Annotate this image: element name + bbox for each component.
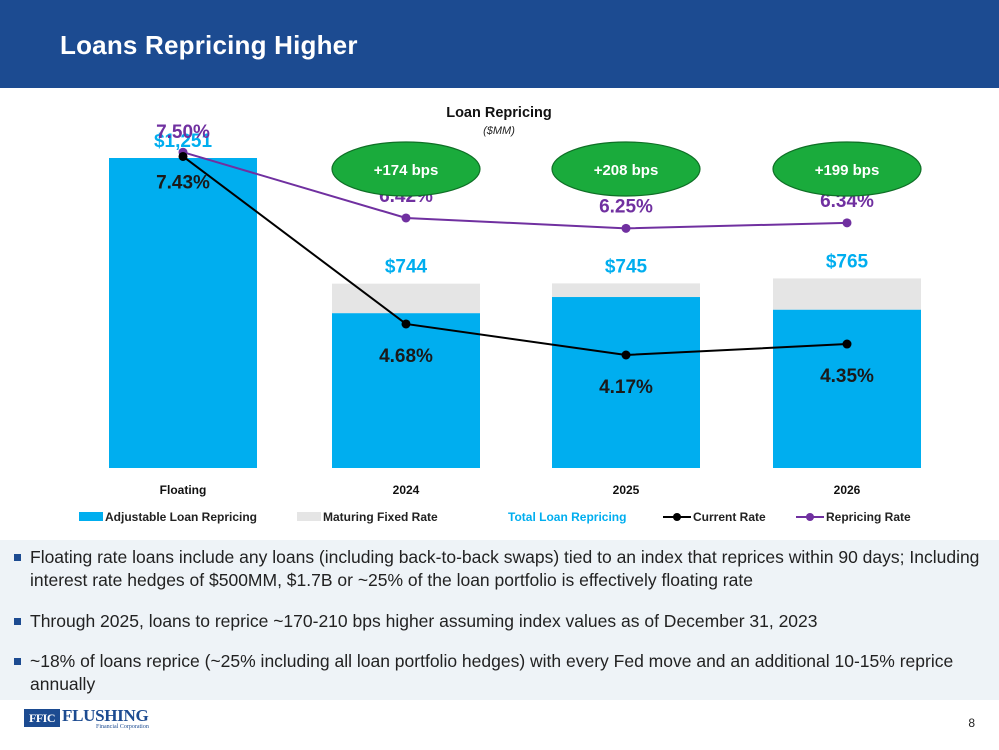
page-title: Loans Repricing Higher <box>60 30 358 60</box>
bar-adjustable <box>332 313 480 468</box>
bps-badge-label: +199 bps <box>815 162 880 179</box>
header-banner: Loans Repricing Higher <box>0 0 999 88</box>
legend-point-swatch <box>806 513 814 521</box>
repricing-rate-label: 7.50% <box>156 122 210 143</box>
bar-maturing-fixed <box>552 283 700 298</box>
bullet-square-icon <box>14 658 21 665</box>
bar-maturing-fixed <box>773 278 921 310</box>
current-rate-point <box>842 339 852 349</box>
bullet-list: Floating rate loans include any loans (i… <box>0 540 999 700</box>
page-number: 8 <box>968 716 975 730</box>
legend-swatch <box>79 512 103 521</box>
bps-badge <box>551 141 701 197</box>
chart-canvas: Loan Repricing ($MM) $1,251 Floating $744 202… <box>79 105 922 524</box>
legend-label: Adjustable Loan Repricing <box>105 510 257 524</box>
bps-badge <box>772 141 922 197</box>
category-label: Floating <box>160 483 207 497</box>
repricing-rate-point <box>621 223 631 233</box>
logo-name: FLUSHING <box>62 706 149 725</box>
total-label: $744 <box>385 257 428 278</box>
logo-subtitle: Financial Corporation <box>96 724 149 730</box>
current-rate-point <box>401 319 411 329</box>
repricing-rate-point <box>842 218 852 228</box>
bps-badge-label: +208 bps <box>594 162 659 179</box>
category-label: 2026 <box>834 483 861 497</box>
bar-maturing-fixed <box>332 283 480 314</box>
category-label: 2025 <box>613 483 640 497</box>
legend-label: Current Rate <box>693 510 766 524</box>
bullet-text: ~18% of loans reprice (~25% including al… <box>30 651 954 694</box>
total-label: $1,251 <box>154 131 213 152</box>
bps-badge <box>331 141 481 197</box>
bullet-square-icon <box>14 618 21 625</box>
category-label: 2024 <box>393 483 420 497</box>
legend-label: Maturing Fixed Rate <box>323 510 438 524</box>
chart-title: Loan Repricing <box>446 105 552 121</box>
current-rate-label: 4.68% <box>379 346 433 367</box>
current-rate-label: 7.43% <box>156 172 210 193</box>
total-label: $765 <box>826 251 869 272</box>
current-rate-label: 4.35% <box>820 366 874 387</box>
bullet-text: Floating rate loans include any loans (i… <box>30 547 980 590</box>
bar-adjustable <box>109 158 257 468</box>
current-rate-point <box>178 151 188 161</box>
footer: FFIC FLUSHING Financial Corporation 8 <box>0 700 999 750</box>
bar-adjustable <box>552 297 700 468</box>
bar-adjustable <box>773 309 921 468</box>
bullet-item: Floating rate loans include any loans (i… <box>14 546 989 592</box>
legend-point-swatch <box>673 513 681 521</box>
legend-label: Repricing Rate <box>826 510 911 524</box>
bullet-text: Through 2025, loans to reprice ~170-210 … <box>30 611 818 631</box>
legend-swatch <box>297 512 321 521</box>
repricing-rate-line <box>182 151 848 230</box>
logo-mark: FFIC <box>24 709 60 727</box>
repricing-rate-point <box>401 213 411 223</box>
bps-badge-label: +174 bps <box>374 162 439 179</box>
legend-label: Total Loan Repricing <box>508 510 626 524</box>
total-label: $745 <box>605 256 648 277</box>
bullet-item: ~18% of loans reprice (~25% including al… <box>14 650 989 696</box>
bullet-square-icon <box>14 554 21 561</box>
current-rate-line <box>182 155 848 357</box>
bullet-item: Through 2025, loans to reprice ~170-210 … <box>14 610 989 633</box>
chart-subtitle: ($MM) <box>483 125 515 137</box>
repricing-rate-label: 6.25% <box>599 196 653 217</box>
current-rate-label: 4.17% <box>599 377 653 398</box>
flushing-logo: FFIC FLUSHING Financial Corporation <box>24 706 154 732</box>
current-rate-point <box>621 350 631 360</box>
loan-repricing-chart: Loan Repricing ($MM) $1,251 Floating $744 202… <box>0 88 999 538</box>
